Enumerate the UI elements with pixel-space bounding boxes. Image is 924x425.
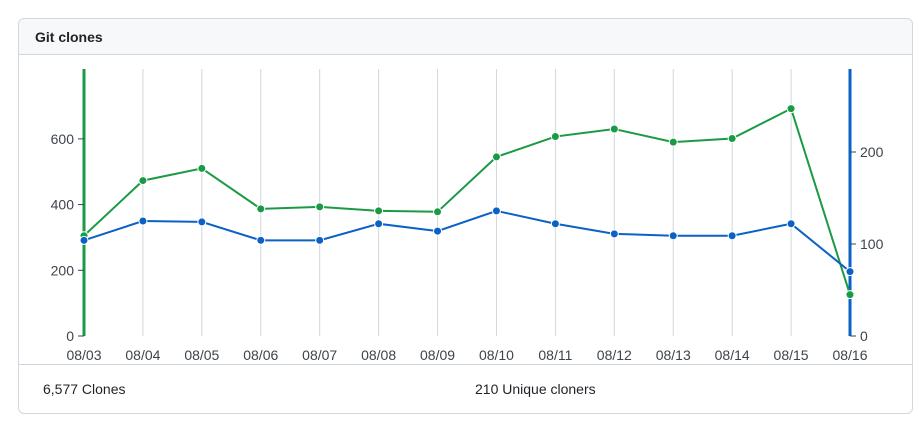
x-tick-label: 08/04 (125, 347, 160, 363)
unique-cloners-point (786, 219, 796, 229)
unique-cloners-point (550, 219, 560, 229)
unique-cloners-point (197, 217, 207, 227)
left-tick-label: 400 (51, 197, 75, 213)
clones-point (550, 132, 560, 142)
panel-title: Git clones (35, 29, 103, 45)
left-tick-label: 200 (51, 262, 75, 278)
left-tick-label: 600 (51, 131, 75, 147)
x-tick-label: 08/08 (361, 347, 396, 363)
clones-point (845, 290, 855, 300)
clones-chart: 0 200 400 600 0 100 200 08/03 08/04 08/05 08/06 08/… (51, 69, 884, 363)
unique-cloners-stat: 210 Unique cloners (475, 381, 596, 397)
clones-chart-area: 0 200 400 600 0 100 200 08/03 08/04 08/05 08/06 08/… (19, 55, 912, 365)
x-tick-label: 08/11 (538, 347, 572, 363)
right-tick-label: 0 (860, 328, 868, 344)
clones-point (786, 104, 796, 114)
unique-cloners-point (256, 235, 266, 245)
x-tick-label: 08/12 (597, 347, 632, 363)
unique-cloners-point (609, 229, 619, 239)
x-tick-label: 08/14 (715, 347, 750, 363)
unique-cloners-point (727, 231, 737, 241)
x-tick-label: 08/09 (420, 347, 455, 363)
git-clones-panel: Git clones 0 200 400 600 0 100 200 08/03 08/04 08… (18, 18, 913, 414)
clones-point (256, 204, 266, 214)
clones-point (668, 137, 678, 147)
clones-series-line (83, 107, 851, 295)
left-tick-label: 0 (66, 328, 74, 344)
right-tick-label: 200 (860, 144, 884, 160)
panel-header: Git clones (19, 19, 912, 55)
unique-cloners-point (79, 235, 89, 245)
clones-point (315, 202, 325, 212)
clones-point (491, 152, 501, 162)
x-tick-label: 08/07 (302, 347, 337, 363)
x-tick-label: 08/10 (479, 347, 514, 363)
unique-cloners-point (491, 206, 501, 216)
clones-point (727, 134, 737, 144)
unique-cloners-point (315, 235, 325, 245)
x-tick-label: 08/16 (832, 347, 867, 363)
unique-cloners-point (433, 226, 443, 236)
clones-point (433, 207, 443, 217)
x-tick-label: 08/05 (184, 347, 219, 363)
clones-point (609, 124, 619, 134)
x-tick-label: 08/13 (656, 347, 691, 363)
x-tick-label: 08/06 (243, 347, 278, 363)
total-clones-stat: 6,577 Clones (43, 381, 126, 397)
unique-cloners-point (668, 231, 678, 241)
unique-cloners-point (374, 219, 384, 229)
panel-footer: 6,577 Clones 210 Unique cloners (19, 364, 912, 413)
x-tick-label: 08/03 (66, 347, 101, 363)
unique-cloners-point (138, 216, 148, 226)
clones-point (138, 176, 148, 186)
right-tick-label: 100 (860, 236, 884, 252)
unique-cloners-point (845, 267, 855, 277)
clones-point (197, 163, 207, 173)
x-tick-label: 08/15 (774, 347, 809, 363)
clones-point (374, 206, 384, 216)
unique-cloners-series-line (83, 209, 851, 273)
